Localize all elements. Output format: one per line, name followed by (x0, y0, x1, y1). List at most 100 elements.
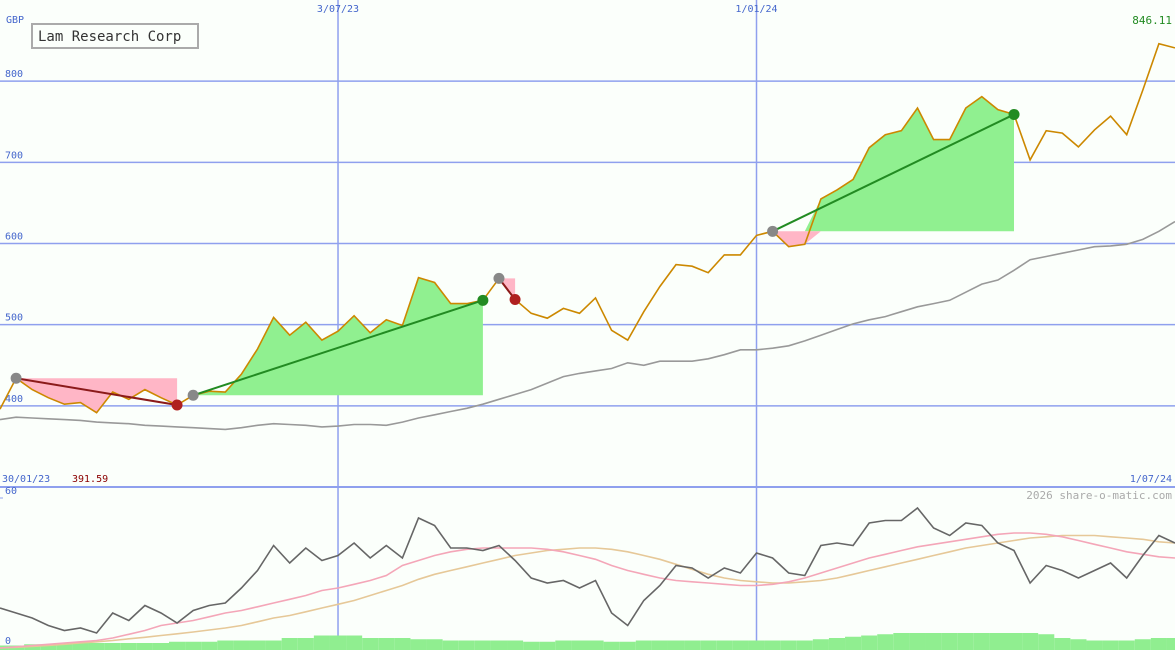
volume-bar (796, 640, 813, 650)
volume-bar (619, 641, 636, 650)
volume-bar (603, 641, 620, 650)
chart-title: Lam Research Corp (38, 29, 181, 45)
trade-line (15, 377, 178, 407)
y-tick-label: 600 (5, 232, 23, 243)
start-date: 30/01/23 (2, 474, 50, 485)
volume-bar (442, 640, 459, 650)
y-tick-label: 800 (5, 69, 23, 80)
date-label: 3/07/23 (317, 4, 359, 15)
volume-bar (1070, 639, 1087, 650)
volume-bar (893, 633, 910, 650)
volume-bar (265, 640, 282, 650)
volume-bar (120, 643, 137, 650)
volume-bar (571, 640, 588, 650)
volume-bar (362, 638, 379, 650)
volume-bar (297, 638, 314, 650)
volume-bar (346, 635, 363, 650)
volume-bar (281, 638, 298, 650)
loss-area (16, 378, 178, 413)
series-line (0, 506, 1175, 634)
volume-bar (764, 640, 781, 650)
title-box (31, 23, 199, 49)
gain-area (193, 277, 483, 396)
exit-dot (171, 399, 183, 411)
volume-bar (88, 643, 105, 650)
volume-bar (845, 636, 862, 650)
series-line (0, 534, 1175, 649)
volume-bar (104, 643, 121, 650)
volume-bar (329, 635, 347, 650)
volume-bar (1102, 640, 1119, 650)
series-line (0, 220, 1175, 431)
volume-bar (925, 633, 942, 650)
volume-bar (1022, 633, 1039, 650)
volume-bar (410, 639, 427, 650)
entry-dot (10, 372, 22, 384)
volume-bar (1038, 634, 1055, 650)
volume-bar (1134, 639, 1151, 650)
volume-bar (651, 640, 668, 650)
series-line (0, 532, 1175, 649)
exit-dot (477, 294, 489, 306)
volume-bar (667, 640, 685, 650)
volume-bar (56, 644, 73, 650)
volume-bar (909, 633, 926, 650)
volume-bar (828, 638, 846, 650)
volume-bar (989, 633, 1006, 650)
y-tick-label: 0 (5, 636, 11, 647)
exit-dot (1008, 108, 1020, 120)
volume-bar (378, 638, 395, 650)
volume-bar (490, 640, 508, 650)
volume-bar (555, 640, 572, 650)
volume-bar (1166, 638, 1175, 650)
date-label: 1/01/24 (735, 4, 777, 15)
volume-bar (716, 640, 733, 650)
volume-bar (877, 634, 894, 650)
volume-bar (732, 640, 749, 650)
volume-bar (136, 643, 153, 650)
volume-bar (249, 640, 266, 650)
volume-bar (152, 643, 170, 650)
y-tick-label: 60 (5, 486, 17, 497)
volume-bar (1086, 640, 1103, 650)
trade-line (772, 113, 1015, 233)
volume-bar (72, 643, 89, 650)
volume-bar (635, 640, 652, 650)
volume-bar (233, 640, 250, 650)
volume-bar (1054, 638, 1071, 650)
volume-bar (185, 641, 202, 650)
volume-bar (539, 641, 556, 650)
volume-bar (700, 640, 717, 650)
trade-line (192, 299, 484, 397)
currency-label: GBP (6, 15, 24, 26)
volume-bar (1150, 638, 1167, 650)
volume-bar (426, 639, 443, 650)
volume-bar (861, 635, 878, 650)
watermark: 2026 share-o-matic.com (1026, 489, 1172, 502)
y-tick-label: 700 (5, 150, 23, 161)
volume-bar (780, 640, 797, 650)
volume-bar (474, 640, 491, 650)
volume-bar (812, 639, 829, 650)
volume-bar (1118, 640, 1135, 650)
volume-bar (507, 640, 524, 650)
high-label: 846.11 (1132, 14, 1172, 27)
volume-bar (957, 633, 974, 650)
low-label: 391.59 (72, 474, 108, 485)
volume-bar (394, 638, 411, 650)
y-tick-label: 500 (5, 313, 23, 324)
volume-bar (201, 641, 218, 650)
entry-dot (187, 389, 199, 401)
volume-bar (684, 640, 701, 650)
volume-bar (458, 640, 475, 650)
end-date: 1/07/24 (1130, 474, 1172, 485)
volume-bar (587, 640, 604, 650)
entry-dot (767, 225, 779, 237)
volume-bar (523, 641, 540, 650)
volume-bar (169, 641, 186, 650)
volume-bar (1005, 633, 1023, 650)
volume-bar (217, 640, 234, 650)
volume-bar (748, 640, 765, 650)
y-tick-label: 400 (5, 394, 23, 405)
